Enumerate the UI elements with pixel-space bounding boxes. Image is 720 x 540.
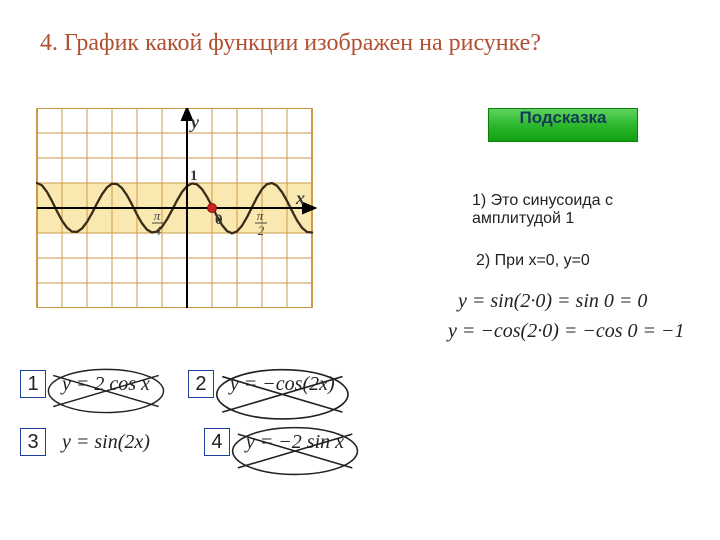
svg-text:4: 4: [155, 223, 162, 238]
svg-text:y: y: [189, 112, 200, 132]
answer-option-2: y = −cos(2x): [222, 371, 343, 398]
answer-formula-2: y = −cos(2x): [222, 371, 343, 398]
hint-line-1: 1) Это синусоида с амплитудой 1: [472, 192, 682, 228]
svg-text:2: 2: [258, 223, 265, 238]
hint-button[interactable]: Подсказка: [488, 108, 638, 142]
svg-text:π: π: [257, 208, 264, 223]
derivation-1: y = sin(2·0) = sin 0 = 0: [458, 290, 647, 313]
question-title: 4. График какой функции изображен на рис…: [40, 28, 600, 58]
svg-text:1: 1: [190, 168, 198, 184]
answer-number-1[interactable]: 1: [20, 370, 46, 398]
svg-text:x: x: [295, 188, 305, 208]
answer-formula-4: y = −2 sin x: [238, 429, 352, 456]
answer-number-2[interactable]: 2: [188, 370, 214, 398]
derivation-2: y = −cos(2·0) = −cos 0 = −1: [448, 320, 685, 343]
answer-number-4[interactable]: 4: [204, 428, 230, 456]
svg-text:π: π: [154, 208, 161, 223]
function-chart: y x 0 1 π 4 π 2: [32, 108, 317, 308]
answer-formula-1: y = 2 cos x: [54, 371, 158, 398]
answer-formula-3: y = sin(2x): [54, 429, 158, 456]
hint-line-2: 2) При x=0, y=0: [476, 252, 590, 270]
answer-number-3[interactable]: 3: [20, 428, 46, 456]
answer-option-3: y = sin(2x): [54, 429, 158, 456]
svg-text:0: 0: [215, 212, 223, 228]
answer-option-4: y = −2 sin x: [238, 429, 352, 456]
answer-option-1: y = 2 cos x: [54, 371, 158, 398]
